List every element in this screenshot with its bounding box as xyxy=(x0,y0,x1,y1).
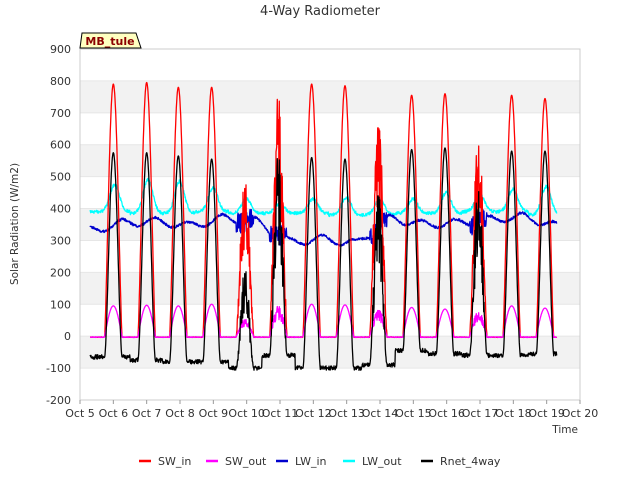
y-axis-label: Solar Radiation (W/m2) xyxy=(9,163,21,285)
x-tick-label: Oct 7 xyxy=(132,407,162,420)
y-tick-label: 500 xyxy=(50,171,71,184)
x-tick-label: Oct 13 xyxy=(328,407,365,420)
x-tick-label: Oct 11 xyxy=(262,407,299,420)
x-tick-label: Oct 16 xyxy=(428,407,465,420)
x-tick-label: Oct 12 xyxy=(295,407,332,420)
legend-item-sw-out: SW_out xyxy=(206,455,267,468)
x-axis-label: Time xyxy=(551,424,578,436)
y-tick-label: 300 xyxy=(50,234,71,247)
y-tick-label: 800 xyxy=(50,75,71,88)
y-tick-label: 400 xyxy=(50,203,71,216)
x-tick-label: Oct 8 xyxy=(165,407,195,420)
y-axis-ticks: -200 -100 0 100 200 300 400 500 600 700 800 900 xyxy=(46,43,71,407)
x-tick-label: Oct 15 xyxy=(395,407,432,420)
x-tick-label: Oct 17 xyxy=(462,407,499,420)
x-tick-label: Oct 5 xyxy=(65,407,95,420)
legend: SW_in SW_out LW_in LW_out Rnet_4way xyxy=(139,455,501,468)
legend-item-sw-in: SW_in xyxy=(139,455,191,468)
x-tick-label: Oct 10 xyxy=(228,407,265,420)
x-tick-label: Oct 20 xyxy=(562,407,599,420)
band xyxy=(80,144,580,177)
series-lines xyxy=(89,81,558,371)
y-tick-label: 200 xyxy=(50,266,71,279)
y-tick-label: 100 xyxy=(50,298,71,311)
band xyxy=(80,272,580,305)
x-tick-label: Oct 18 xyxy=(495,407,532,420)
y-tick-label: 600 xyxy=(50,139,71,152)
site-badge: MB_tule xyxy=(79,32,142,49)
legend-item-lw-in: LW_in xyxy=(276,455,327,468)
y-tick-label: 0 xyxy=(64,330,71,343)
legend-item-lw-out: LW_out xyxy=(343,455,402,468)
y-tick-label: 700 xyxy=(50,107,71,120)
y-tick-label: 900 xyxy=(50,43,71,56)
legend-label: LW_in xyxy=(295,455,327,468)
x-tick-label: Oct 14 xyxy=(362,407,399,420)
legend-label: LW_out xyxy=(362,455,402,468)
legend-label: Rnet_4way xyxy=(440,455,501,468)
chart-title: 4-Way Radiometer xyxy=(260,4,381,19)
x-tick-label: Oct 19 xyxy=(528,407,565,420)
series-line-rnet-4way xyxy=(89,147,558,371)
legend-label: SW_in xyxy=(158,455,191,468)
x-tick-label: Oct 9 xyxy=(199,407,229,420)
y-tick-label: -100 xyxy=(46,362,71,375)
series-line-sw-out xyxy=(89,303,557,339)
legend-label: SW_out xyxy=(225,455,267,468)
background-bands xyxy=(80,80,580,369)
site-badge-label: MB_tule xyxy=(85,35,134,48)
band xyxy=(80,80,580,113)
y-tick-label: -200 xyxy=(46,394,71,407)
plot-area-frame xyxy=(79,48,581,401)
legend-item-rnet-4way: Rnet_4way xyxy=(421,455,501,468)
x-tick-label: Oct 6 xyxy=(99,407,129,420)
